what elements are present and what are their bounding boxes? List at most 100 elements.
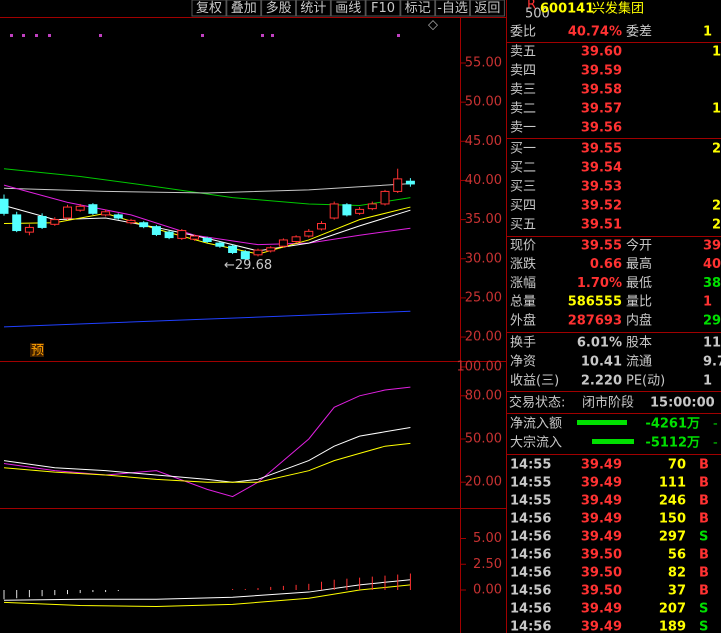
toolbar-button[interactable] [295, 0, 331, 17]
trade-volume: 56 [668, 548, 686, 563]
trade-price: 39.50 [581, 566, 622, 581]
row-label: 今开 [626, 238, 652, 254]
trade-price: 39.49 [581, 530, 622, 545]
toolbar-button[interactable] [226, 0, 262, 17]
y-tick-label: 35.00 [465, 212, 502, 227]
forecast-marker: 预 [31, 344, 44, 359]
flow-value: -5112万 [645, 436, 700, 451]
diamond-icon[interactable]: ◇ [428, 18, 438, 33]
y-tick-label: 20.00 [465, 475, 502, 490]
row-label: 涨跌 [510, 256, 536, 272]
row-value: 9.76 [703, 355, 721, 370]
ask-price: 39.56 [581, 121, 622, 136]
trade-time: 14:56 [510, 548, 551, 563]
row-value: 39 [703, 239, 721, 254]
candle-body [88, 204, 98, 214]
y-tick-label: 50.00 [465, 432, 502, 447]
trade-volume: 37 [668, 584, 686, 599]
bid-label: 买一 [510, 142, 536, 157]
y-tick-label: 45.00 [465, 134, 502, 149]
candle-body [139, 222, 149, 228]
row-value: 0.66 [590, 257, 622, 272]
row-label: 委差 [626, 25, 652, 40]
candle-body [75, 205, 85, 211]
bid-volume: 2 [712, 142, 721, 157]
row-label: 量比 [626, 295, 652, 310]
y-tick-label: 40.00 [465, 173, 502, 188]
toolbar-label: F10 [371, 1, 395, 16]
toolbar-button[interactable] [400, 0, 436, 17]
ask-price: 39.57 [581, 102, 622, 117]
toolbar-button[interactable] [330, 0, 366, 17]
row-value: 2988 [703, 313, 721, 328]
candle-body [240, 251, 250, 260]
trade-time: 14:56 [510, 602, 551, 617]
y-tick-label: 55.00 [465, 56, 502, 71]
row-label: 净资 [510, 355, 536, 370]
candle-body [291, 236, 301, 243]
row-value: 1.70% [577, 276, 622, 291]
signal-dots [10, 34, 400, 37]
trade-side: B [699, 494, 709, 509]
flow-value: -4261万 [645, 417, 700, 432]
trade-time: 14:56 [510, 620, 551, 633]
candle-body [367, 203, 377, 210]
y-tick-label: 5.00 [473, 531, 502, 546]
trade-volume: 111 [659, 476, 686, 491]
y-tick-label: 25.00 [465, 290, 502, 305]
trade-price: 39.50 [581, 584, 622, 599]
row-value: 40.74% [568, 25, 622, 40]
trade-volume: 150 [659, 512, 686, 527]
toolbar-button[interactable] [469, 0, 505, 17]
candle-body [37, 215, 47, 228]
trade-side: B [699, 458, 709, 473]
row-value: 11.1 [703, 336, 721, 351]
toolbar-button[interactable] [191, 0, 227, 17]
low-annotation: ←29.68 [224, 258, 272, 273]
flow-bar [577, 420, 627, 425]
row-label: 最低 [626, 276, 652, 291]
row-value: 39.55 [581, 239, 622, 254]
ask-volume: 1 [712, 45, 721, 60]
toolbar-button[interactable] [435, 0, 471, 17]
status-label: 交易状态: [509, 395, 565, 411]
trade-side: S [699, 530, 708, 545]
bid-volume: 2 [712, 199, 721, 214]
toolbar-button[interactable] [261, 0, 297, 17]
candle-body [24, 226, 34, 233]
row-label: 收益(三) [510, 374, 559, 389]
trade-time: 14:55 [510, 494, 551, 509]
trade-time: 14:56 [510, 566, 551, 581]
trade-volume: 297 [659, 530, 686, 545]
toolbar-label: 统计 [300, 1, 326, 16]
candle-body [380, 190, 390, 205]
trade-side: B [699, 476, 709, 491]
y-tick-label: 2.50 [473, 557, 502, 572]
indicator-line [3, 184, 411, 246]
bid-label: 买三 [510, 180, 536, 195]
trade-side: B [699, 512, 709, 527]
row-value: 287693 [568, 313, 622, 328]
candle-body [50, 219, 60, 225]
candle-body [355, 208, 365, 214]
row-value: 1 [703, 25, 712, 40]
indicator-line [3, 183, 411, 194]
toolbar-label: 返回 [474, 1, 500, 16]
trade-price: 39.49 [581, 512, 622, 527]
ask-label: 卖二 [510, 102, 536, 117]
ask-price: 39.59 [581, 64, 622, 79]
trade-price: 39.49 [581, 494, 622, 509]
toolbar-button[interactable] [365, 0, 401, 17]
flow-label: 大宗流入 [510, 435, 562, 451]
candle-body [342, 204, 352, 216]
trade-time: 14:56 [510, 584, 551, 599]
badge: R [527, 0, 536, 13]
toolbar-label: 复权 [196, 0, 222, 16]
row-label: 涨幅 [510, 276, 536, 291]
indicator-line [3, 426, 411, 483]
row-label: 委比 [510, 25, 536, 40]
bid-label: 买四 [510, 199, 536, 214]
trade-side: S [699, 602, 708, 617]
